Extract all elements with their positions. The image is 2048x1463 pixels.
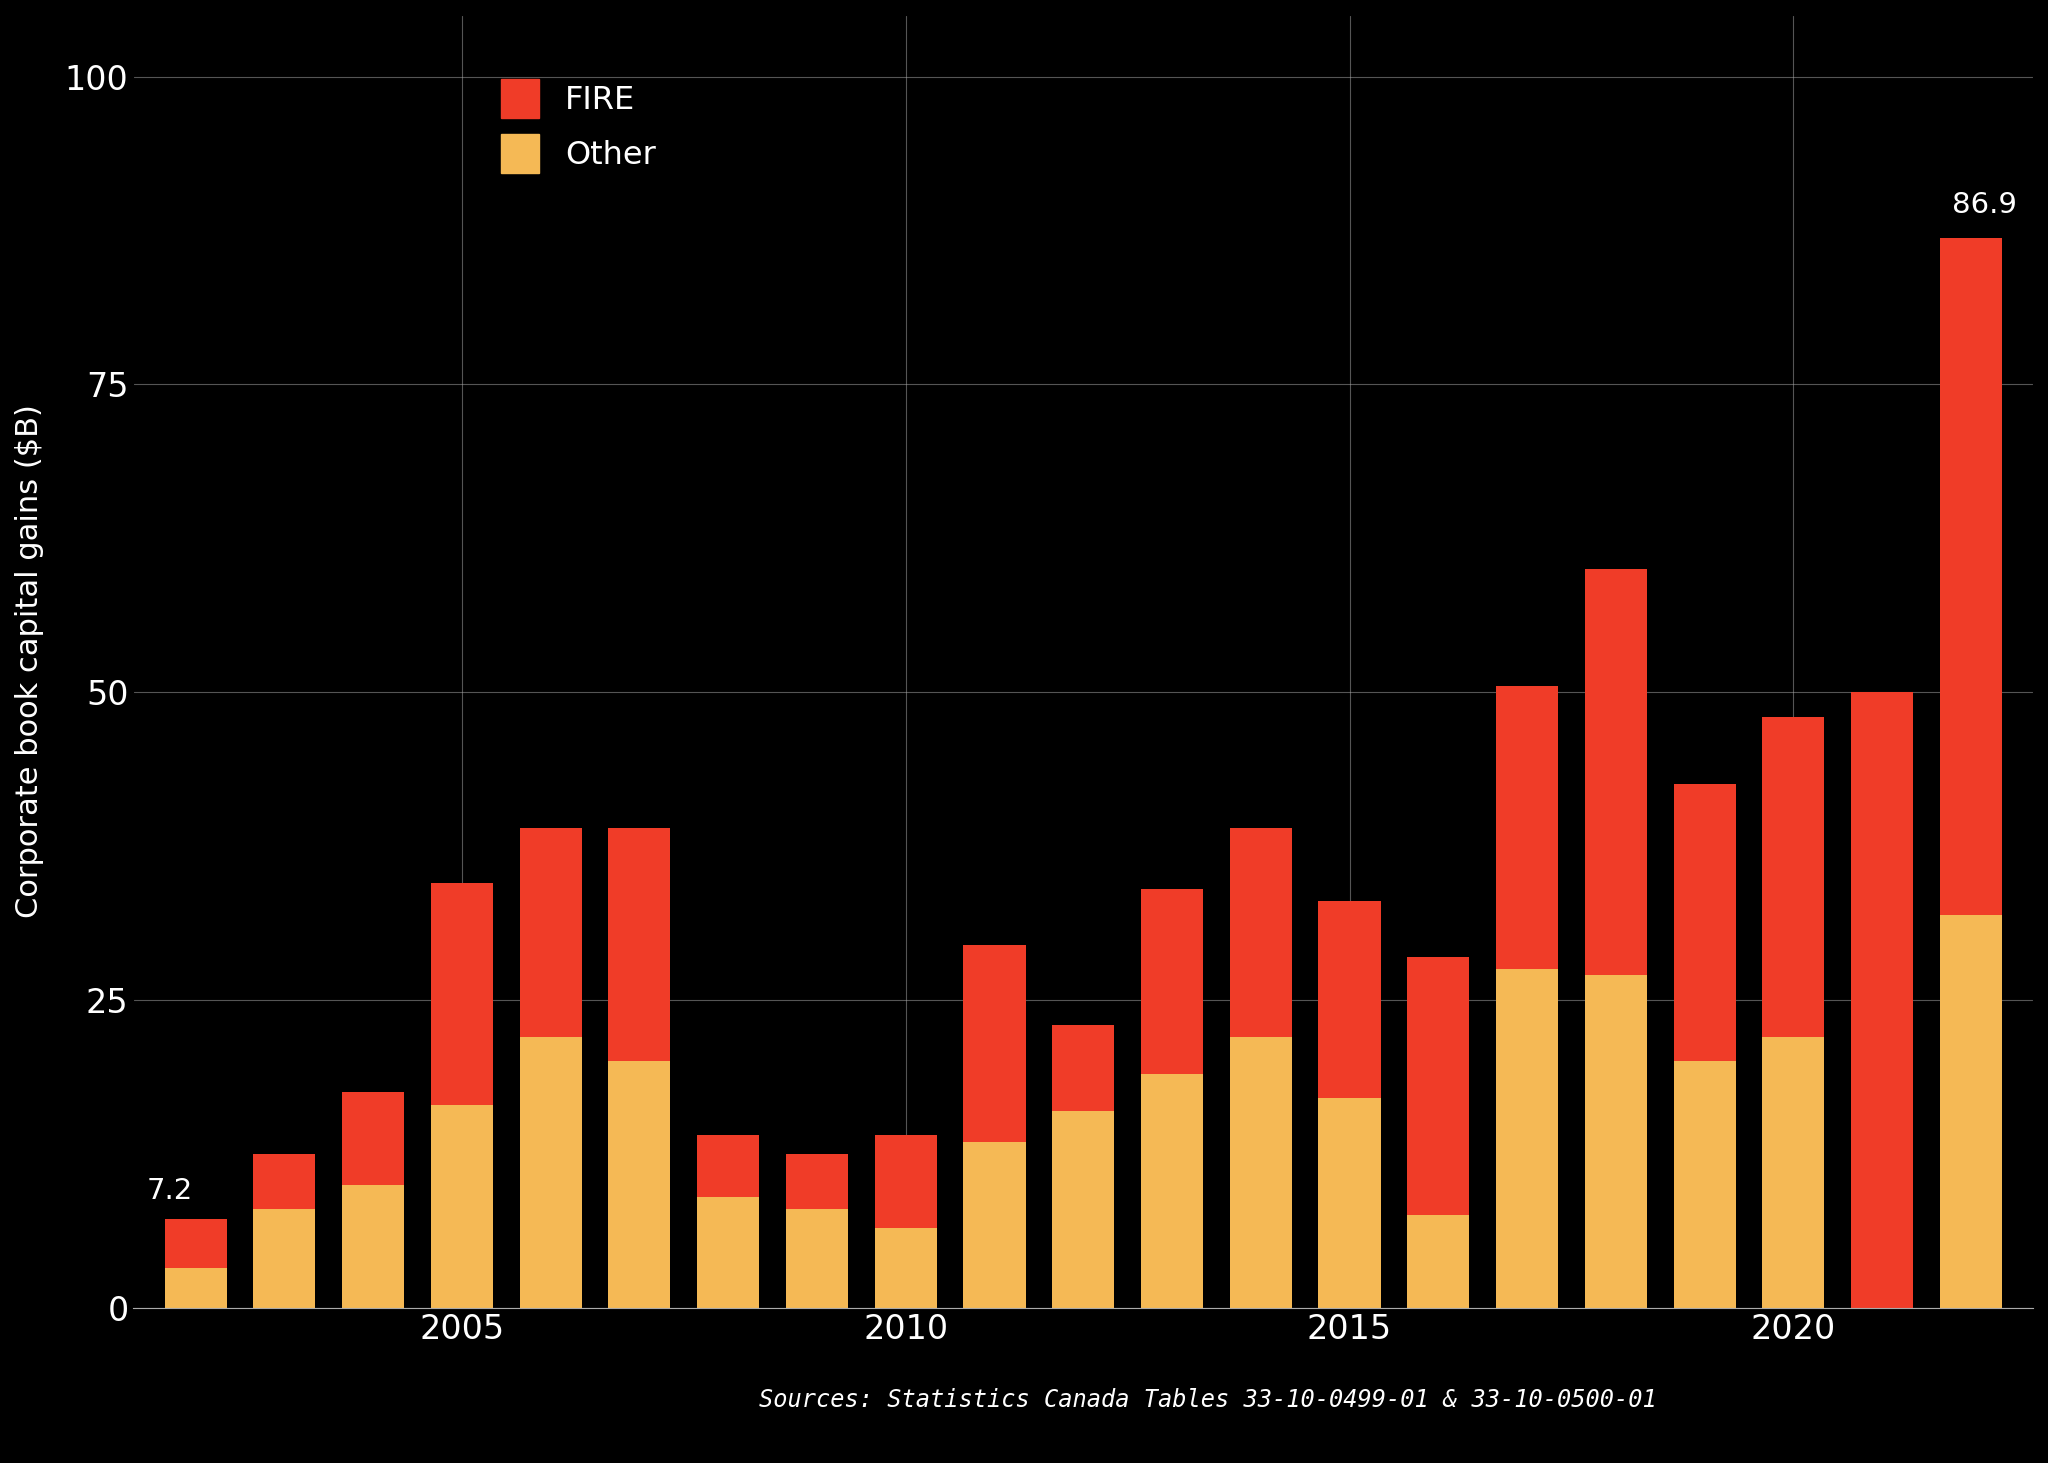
Bar (1495, 969, 1559, 1308)
Bar (786, 1210, 848, 1308)
Text: 86.9: 86.9 (1952, 192, 2017, 219)
Bar (1851, 692, 1913, 1369)
Bar (874, 1227, 936, 1308)
Bar (254, 1154, 315, 1210)
Bar (520, 828, 582, 1037)
Bar (1585, 976, 1647, 1308)
Bar (874, 1135, 936, 1227)
Bar (1673, 1062, 1735, 1308)
Bar (963, 945, 1026, 1141)
Bar (1851, 1308, 1913, 1369)
Bar (1495, 686, 1559, 969)
Bar (164, 1268, 227, 1308)
Bar (164, 1219, 227, 1268)
Bar (1229, 1037, 1292, 1308)
Bar (1407, 1216, 1468, 1308)
Bar (1053, 1024, 1114, 1110)
Bar (1761, 1037, 1825, 1308)
Bar (1141, 890, 1202, 1074)
Bar (1585, 569, 1647, 976)
Text: Sources: Statistics Canada Tables 33-10-0499-01 & 33-10-0500-01: Sources: Statistics Canada Tables 33-10-… (760, 1388, 1657, 1412)
Bar (342, 1093, 403, 1185)
Bar (254, 1210, 315, 1308)
Bar (608, 828, 670, 1062)
Bar (1761, 717, 1825, 1037)
Bar (1319, 901, 1380, 1099)
Bar (430, 884, 494, 1105)
Bar (1673, 784, 1735, 1062)
Bar (608, 1062, 670, 1308)
Bar (342, 1185, 403, 1308)
Bar (1939, 914, 2003, 1308)
Bar (786, 1154, 848, 1210)
Bar (1407, 957, 1468, 1216)
Bar (1053, 1110, 1114, 1308)
Bar (1319, 1099, 1380, 1308)
Bar (1229, 828, 1292, 1037)
Bar (696, 1135, 760, 1197)
Bar (963, 1141, 1026, 1308)
Bar (1141, 1074, 1202, 1308)
Y-axis label: Corporate book capital gains ($B): Corporate book capital gains ($B) (14, 404, 43, 919)
Legend: FIRE, Other: FIRE, Other (492, 70, 666, 183)
Bar (1939, 238, 2003, 914)
Bar (430, 1105, 494, 1308)
Bar (696, 1197, 760, 1308)
Bar (520, 1037, 582, 1308)
Text: 7.2: 7.2 (147, 1176, 193, 1204)
